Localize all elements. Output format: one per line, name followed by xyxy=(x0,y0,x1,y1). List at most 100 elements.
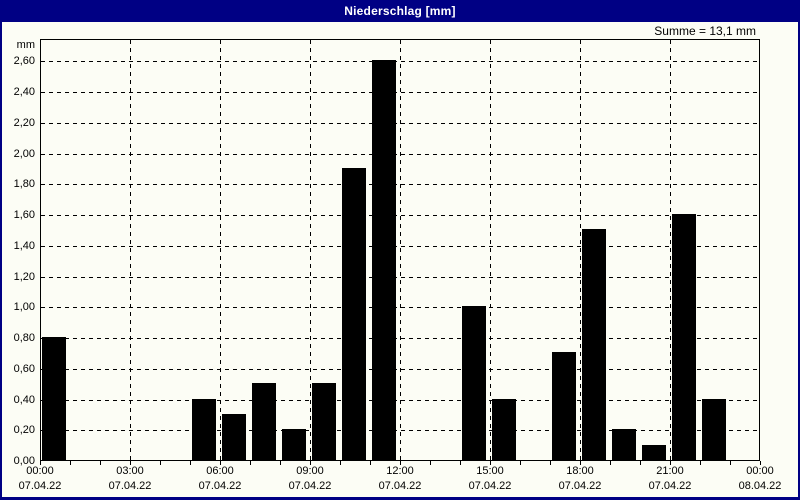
x-gridline xyxy=(310,40,311,461)
window-border-left xyxy=(0,0,2,500)
x-tick-label: 06:00 07.04.22 xyxy=(184,464,256,494)
y-tick-label: 2,00 xyxy=(13,148,35,160)
plot-frame-top xyxy=(40,39,760,40)
x-axis-tick xyxy=(100,461,101,465)
x-tick-time: 15:00 xyxy=(476,465,504,477)
window-border-bottom xyxy=(0,497,800,500)
x-axis-tick xyxy=(670,461,671,465)
precipitation-bar xyxy=(222,414,246,460)
precipitation-bar xyxy=(492,399,516,460)
y-axis-unit-label: mm xyxy=(16,39,35,51)
x-axis-tick xyxy=(430,461,431,465)
y-tick-label: 2,20 xyxy=(13,117,35,129)
x-tick-time: 00:00 xyxy=(26,465,54,477)
sum-annotation: Summe = 13,1 mm xyxy=(654,24,756,38)
y-tick-label: 0,80 xyxy=(13,332,35,344)
x-axis-tick xyxy=(550,461,551,465)
y-tick-label: 1,20 xyxy=(13,271,35,283)
x-tick-time: 18:00 xyxy=(566,465,594,477)
y-tick-label: 1,00 xyxy=(13,301,35,313)
x-axis-tick xyxy=(610,461,611,465)
x-tick-time: 12:00 xyxy=(386,465,414,477)
x-axis-tick xyxy=(460,461,461,465)
x-axis-tick xyxy=(250,461,251,465)
x-tick-label: 00:00 08.04.22 xyxy=(724,464,796,494)
y-tick-label: 1,80 xyxy=(13,178,35,190)
y-tick-label: 0,40 xyxy=(13,394,35,406)
x-tick-time: 09:00 xyxy=(296,465,324,477)
x-axis-tick xyxy=(640,461,641,465)
x-tick-date: 07.04.22 xyxy=(378,480,422,492)
x-axis-tick xyxy=(400,461,401,465)
x-axis-tick xyxy=(730,461,731,465)
plot-area xyxy=(40,39,760,461)
precipitation-bar xyxy=(372,60,396,460)
x-tick-time: 06:00 xyxy=(206,465,234,477)
precipitation-bar xyxy=(702,399,726,460)
precipitation-bar xyxy=(672,214,696,460)
plot-frame-left xyxy=(40,39,41,461)
x-axis-tick xyxy=(340,461,341,465)
precipitation-bar xyxy=(552,352,576,460)
x-gridline xyxy=(130,40,131,461)
x-axis-tick xyxy=(160,461,161,465)
x-tick-date: 07.04.22 xyxy=(288,480,332,492)
x-axis-tick xyxy=(280,461,281,465)
x-axis-tick xyxy=(490,461,491,465)
x-axis-tick xyxy=(40,461,41,465)
x-tick-label: 21:00 07.04.22 xyxy=(634,464,706,494)
x-tick-time: 03:00 xyxy=(116,465,144,477)
x-gridline xyxy=(490,40,491,461)
x-axis-tick xyxy=(370,461,371,465)
window-title: Niederschlag [mm] xyxy=(344,4,456,18)
y-tick-label: 1,60 xyxy=(13,209,35,221)
x-tick-label: 00:00 07.04.22 xyxy=(4,464,76,494)
precipitation-bar xyxy=(642,445,666,460)
x-tick-date: 07.04.22 xyxy=(558,480,602,492)
x-axis-tick xyxy=(580,461,581,465)
x-axis-tick xyxy=(760,461,761,465)
window-border-right xyxy=(798,0,800,500)
x-gridline xyxy=(400,40,401,461)
x-axis-tick xyxy=(310,461,311,465)
x-gridline xyxy=(670,40,671,461)
x-tick-date: 08.04.22 xyxy=(738,480,782,492)
precipitation-bar xyxy=(612,429,636,460)
x-tick-date: 07.04.22 xyxy=(108,480,152,492)
x-tick-date: 07.04.22 xyxy=(198,480,242,492)
x-axis-tick xyxy=(220,461,221,465)
x-tick-label: 15:00 07.04.22 xyxy=(454,464,526,494)
x-tick-label: 12:00 07.04.22 xyxy=(364,464,436,494)
precipitation-bar xyxy=(192,399,216,460)
y-tick-label: 2,60 xyxy=(13,55,35,67)
precipitation-bar xyxy=(342,168,366,460)
plot-frame-right xyxy=(759,39,760,461)
x-tick-label: 09:00 07.04.22 xyxy=(274,464,346,494)
x-axis-tick xyxy=(190,461,191,465)
x-tick-time: 21:00 xyxy=(656,465,684,477)
x-axis-tick xyxy=(130,461,131,465)
x-axis-tick xyxy=(70,461,71,465)
x-tick-label: 18:00 07.04.22 xyxy=(544,464,616,494)
x-axis-tick xyxy=(700,461,701,465)
x-tick-date: 07.04.22 xyxy=(648,480,692,492)
precipitation-bar xyxy=(462,306,486,460)
precipitation-bar xyxy=(42,337,66,460)
precipitation-bar xyxy=(282,429,306,460)
x-gridline xyxy=(220,40,221,461)
precipitation-bar xyxy=(312,383,336,460)
precipitation-bar xyxy=(252,383,276,460)
precipitation-bar xyxy=(582,229,606,460)
y-tick-label: 0,00 xyxy=(13,455,35,467)
y-tick-label: 1,40 xyxy=(13,240,35,252)
window-titlebar: Niederschlag [mm] xyxy=(0,0,800,22)
x-tick-date: 07.04.22 xyxy=(468,480,512,492)
x-tick-date: 07.04.22 xyxy=(18,480,62,492)
x-axis-tick xyxy=(520,461,521,465)
x-tick-time: 00:00 xyxy=(746,465,774,477)
y-tick-label: 0,60 xyxy=(13,363,35,375)
x-tick-label: 03:00 07.04.22 xyxy=(94,464,166,494)
x-gridline xyxy=(580,40,581,461)
y-tick-label: 0,20 xyxy=(13,424,35,436)
